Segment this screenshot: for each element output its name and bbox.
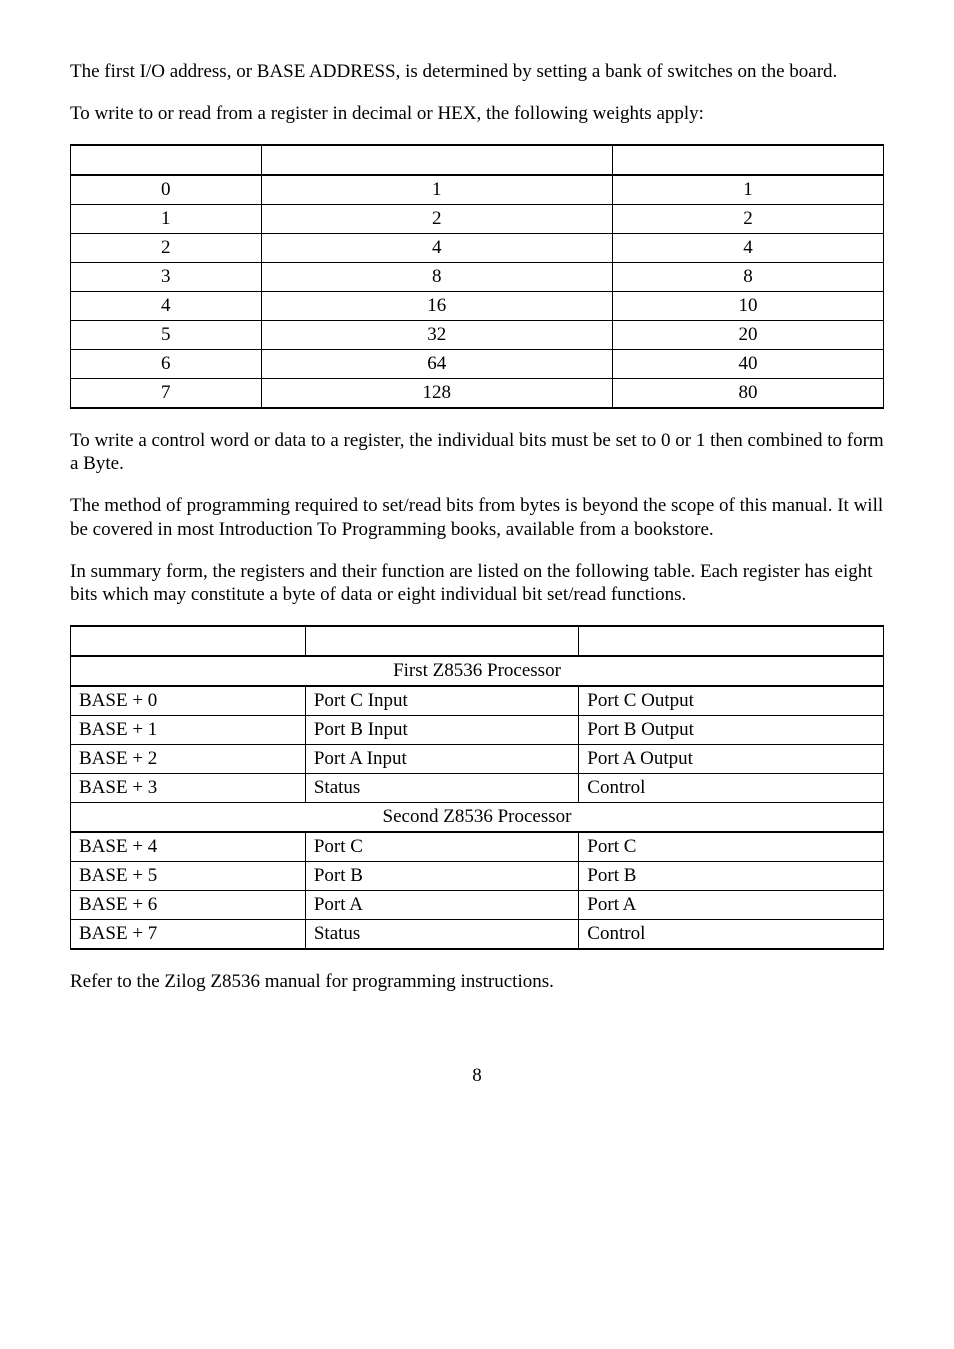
table-cell: BASE + 6 xyxy=(71,891,306,920)
table-cell: Port A xyxy=(305,891,578,920)
table-cell: 4 xyxy=(613,233,884,262)
table-cell: BASE + 3 xyxy=(71,774,306,803)
table-cell: 2 xyxy=(613,204,884,233)
table-cell: 1 xyxy=(261,175,612,205)
table-cell: 80 xyxy=(613,378,884,408)
table-cell: Port B xyxy=(579,862,884,891)
table-cell: 4 xyxy=(71,291,262,320)
paragraph: The first I/O address, or BASE ADDRESS, … xyxy=(70,60,884,84)
table-cell: 16 xyxy=(261,291,612,320)
table-cell: Status xyxy=(305,774,578,803)
table-header xyxy=(261,145,612,175)
table-cell: 8 xyxy=(261,262,612,291)
table-cell: Port B Input xyxy=(305,716,578,745)
table-header xyxy=(579,626,884,656)
table-cell: 20 xyxy=(613,320,884,349)
table-header xyxy=(71,145,262,175)
table-cell: Status xyxy=(305,920,578,950)
table-cell: 1 xyxy=(613,175,884,205)
table-cell: 32 xyxy=(261,320,612,349)
table-cell: 0 xyxy=(71,175,262,205)
table-cell: Port B Output xyxy=(579,716,884,745)
table-section: First Z8536 Processor xyxy=(71,656,884,686)
table-header xyxy=(613,145,884,175)
paragraph: Refer to the Zilog Z8536 manual for prog… xyxy=(70,970,884,994)
table-cell: BASE + 2 xyxy=(71,745,306,774)
table-cell: 40 xyxy=(613,349,884,378)
registers-table: First Z8536 Processor BASE + 0Port C Inp… xyxy=(70,625,884,950)
table-cell: 4 xyxy=(261,233,612,262)
table-cell: 128 xyxy=(261,378,612,408)
table-cell: Port C xyxy=(579,832,884,862)
table-cell: Port A Output xyxy=(579,745,884,774)
table-cell: BASE + 1 xyxy=(71,716,306,745)
table-cell: Port A xyxy=(579,891,884,920)
table-cell: BASE + 0 xyxy=(71,686,306,716)
table-cell: BASE + 7 xyxy=(71,920,306,950)
page-number: 8 xyxy=(70,1064,884,1088)
paragraph: To write a control word or data to a reg… xyxy=(70,429,884,477)
table-cell: Control xyxy=(579,920,884,950)
table-cell: Port C Output xyxy=(579,686,884,716)
table-cell: BASE + 4 xyxy=(71,832,306,862)
table-cell: 8 xyxy=(613,262,884,291)
table-cell: Control xyxy=(579,774,884,803)
table-cell: 5 xyxy=(71,320,262,349)
table-cell: 3 xyxy=(71,262,262,291)
paragraph: The method of programming required to se… xyxy=(70,494,884,542)
table-header xyxy=(71,626,306,656)
table-header xyxy=(305,626,578,656)
table-cell: 2 xyxy=(71,233,262,262)
table-cell: 1 xyxy=(71,204,262,233)
table-cell: Port C Input xyxy=(305,686,578,716)
table-cell: 10 xyxy=(613,291,884,320)
table-cell: BASE + 5 xyxy=(71,862,306,891)
table-section: Second Z8536 Processor xyxy=(71,803,884,833)
table-cell: Port B xyxy=(305,862,578,891)
paragraph: To write to or read from a register in d… xyxy=(70,102,884,126)
weights-table: 011 122 244 388 41610 53220 66440 712880 xyxy=(70,144,884,409)
table-cell: 64 xyxy=(261,349,612,378)
table-cell: Port C xyxy=(305,832,578,862)
table-cell: 7 xyxy=(71,378,262,408)
table-cell: 6 xyxy=(71,349,262,378)
paragraph: In summary form, the registers and their… xyxy=(70,560,884,608)
table-cell: Port A Input xyxy=(305,745,578,774)
table-cell: 2 xyxy=(261,204,612,233)
